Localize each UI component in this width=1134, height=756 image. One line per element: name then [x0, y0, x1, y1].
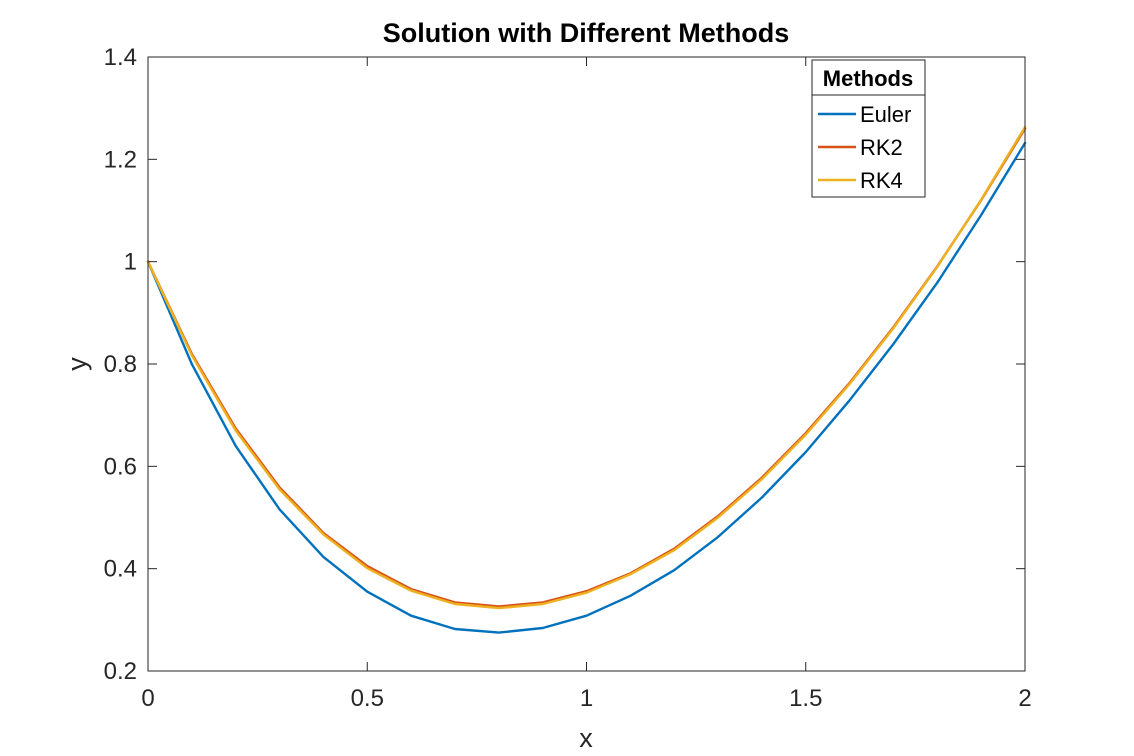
- y-tick-label: 1: [124, 249, 137, 276]
- chart-title: Solution with Different Methods: [383, 18, 789, 48]
- x-tick-label: 0.5: [351, 685, 384, 712]
- y-tick-label: 0.6: [104, 453, 137, 480]
- legend-box: [811, 59, 926, 198]
- series-line-euler: [146, 141, 1027, 634]
- series-layer: [146, 125, 1027, 634]
- y-tick-label: 1.2: [104, 146, 137, 173]
- legend-label-euler: Euler: [860, 102, 911, 127]
- legend-title: Methods: [823, 66, 913, 91]
- ticks-layer: 0 0.5 1 1.5 2 0.2 0.4 0.6 0.8 1 1.2 1.4: [104, 44, 1032, 712]
- legend-label-rk2: RK2: [860, 135, 903, 160]
- y-tick-label: 0.8: [104, 351, 137, 378]
- y-tick-label: 0.4: [104, 556, 137, 583]
- y-tick-label: 1.4: [104, 44, 137, 71]
- y-axis-label: y: [62, 357, 92, 371]
- legend: Methods Euler RK2 RK4: [811, 59, 926, 198]
- legend-entries: Euler RK2 RK4: [818, 102, 911, 193]
- x-axis-label: x: [579, 723, 593, 753]
- x-tick-label: 0: [141, 685, 154, 712]
- x-tick-label: 2: [1018, 685, 1031, 712]
- y-tick-label: 0.2: [104, 658, 137, 685]
- x-tick-label: 1.5: [789, 685, 822, 712]
- legend-label-rk4: RK4: [860, 168, 903, 193]
- series-line-rk4: [146, 125, 1027, 610]
- x-tick-label: 1: [580, 685, 593, 712]
